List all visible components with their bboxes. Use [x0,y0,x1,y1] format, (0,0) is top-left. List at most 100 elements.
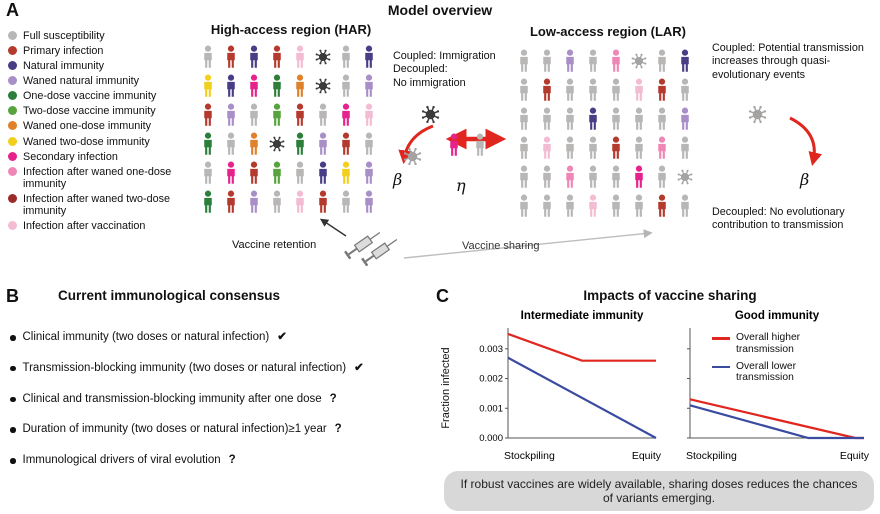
person-icon [535,77,558,103]
legend-color-dot [8,106,17,116]
person-icon [311,102,334,128]
legend-item: Infection after vaccination [8,220,176,232]
person-icon [581,106,604,132]
consensus-item: Transmission-blocking immunity (two dose… [10,362,438,376]
person-icon [334,73,357,99]
virus-icon [627,48,650,74]
legend-color-dot [8,91,17,101]
person-icon [535,193,558,219]
person-icon [219,131,242,157]
vaccine-retention-arrow [319,218,347,237]
person-icon [650,106,673,132]
person-icon [334,189,357,215]
bullet-icon [10,396,16,403]
svg-text:0.003: 0.003 [479,344,503,355]
legend-entry: Overall lower transmission [712,361,830,385]
consensus-item: Clinical immunity (two doses or natural … [10,331,438,345]
person-icon [627,193,650,219]
person-icon [604,164,627,190]
panel-b-label: B [6,286,19,306]
har-title: High-access region (HAR) [210,22,372,37]
legend-color-dot [8,61,17,71]
person-icon [196,131,219,157]
legend-label: Overall lower transmission [736,360,797,384]
person-icon [535,106,558,132]
person-icon [219,73,242,99]
consensus-list: Clinical immunity (two doses or natural … [10,331,438,485]
person-icon [535,48,558,74]
legend-color-dot [8,46,17,56]
person-icon [673,106,696,132]
svg-text:0.001: 0.001 [479,403,503,414]
person-icon [627,106,650,132]
person-icon [334,160,357,186]
legend-item: Natural immunity [8,60,176,72]
person-icon [535,164,558,190]
person-icon [558,193,581,219]
legend-color-dot [8,136,17,146]
person-icon [334,44,357,70]
person-icon [265,189,288,215]
person-icon [196,160,219,186]
person-icon [242,44,265,70]
red-line-sample [712,337,730,340]
person-icon [219,189,242,215]
person-icon [558,135,581,161]
migrating-people [442,132,491,158]
person-icon [196,73,219,99]
har-population-grid [196,44,380,215]
beta-transmission-arrow-lar [789,116,822,167]
person-icon [512,106,535,132]
vaccine-sharing-label: Vaccine sharing [462,240,540,252]
person-icon [512,135,535,161]
question-mark: ? [329,392,337,405]
syringe-icon [361,238,398,267]
person-icon [265,44,288,70]
consensus-item: Immunological drivers of viral evolution… [10,454,438,468]
legend-label: Infection after vaccination [23,220,146,233]
panel-c-title: Impacts of vaccine sharing [583,288,757,303]
chart-legend: Overall higher transmission Overall lowe… [712,332,830,389]
person-icon [357,131,380,157]
panel-c-label: C [436,286,449,306]
person-icon [673,48,696,74]
lar-population-grid [512,48,696,219]
person-icon [604,135,627,161]
virus-icon [402,146,423,167]
consensus-text: Immunological drivers of viral evolution [22,454,221,467]
person-icon [288,44,311,70]
person-icon [357,44,380,70]
svg-text:0.002: 0.002 [479,374,503,385]
person-icon [512,77,535,103]
beta-symbol: β [393,170,403,189]
person-icon [288,189,311,215]
person-icon [357,73,380,99]
legend-color-dot [8,166,17,176]
legend-label: Primary infection [23,45,104,58]
virus-icon [420,104,441,125]
person-icon [334,102,357,128]
person-icon [650,48,673,74]
person-icon [650,193,673,219]
person-icon [357,189,380,215]
consensus-item: Clinical and transmission-blocking immun… [10,393,438,407]
person-icon [581,193,604,219]
question-mark: ? [334,423,342,436]
person-icon [650,135,673,161]
legend-color-dot [8,31,17,40]
eta-symbol: η [456,176,466,195]
legend-item: Primary infection [8,45,176,57]
person-icon [627,164,650,190]
person-icon [334,131,357,157]
syringe-icon [344,231,381,260]
legend-label: Natural immunity [23,60,104,73]
person-icon [535,135,558,161]
legend-item: Waned two-dose immunity [8,136,176,148]
legend-label: Waned natural immunity [23,75,140,88]
person-icon [627,77,650,103]
person-icon [311,189,334,215]
person-icon [581,48,604,74]
person-icon [650,77,673,103]
person-icon [512,193,535,219]
legend-label: Infection after waned two-dose immunity [23,192,171,217]
